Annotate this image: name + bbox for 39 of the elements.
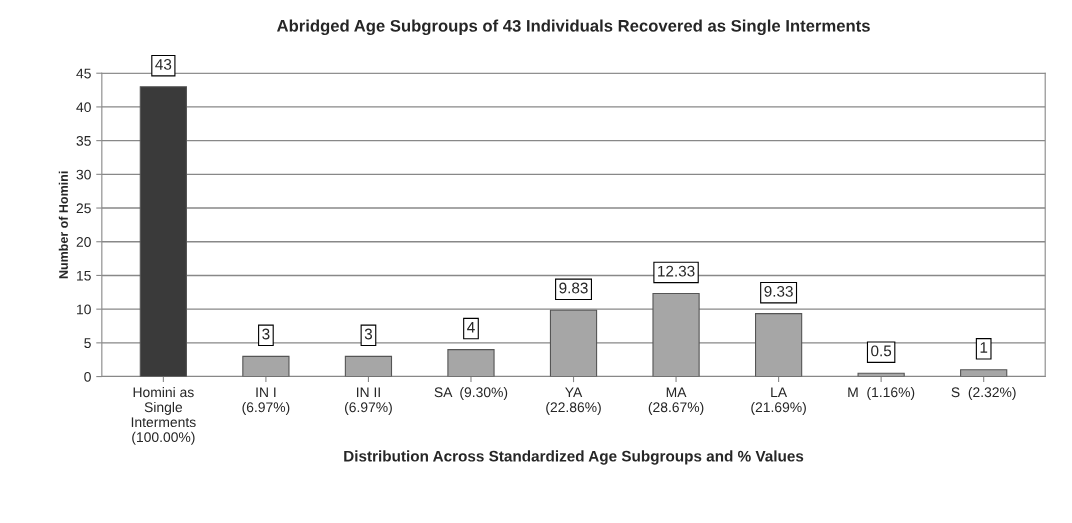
data-label: 9.83 [559,282,588,294]
bar [447,349,495,377]
x-tick-label: IN I (6.97%) [242,387,290,415]
y-tick-label: 25 [76,203,91,214]
data-label: 1 [980,342,988,353]
y-tick-label: 40 [76,102,91,113]
y-tick-label: 45 [76,68,91,79]
x-tick-label: LA (21.69%) [751,387,806,415]
bar [344,355,393,377]
x-tick-label: SA (9.30%) [434,386,508,400]
y-tick-label: 0 [84,371,91,382]
bar [754,313,803,377]
data-label: 0.5 [871,345,892,357]
bar [652,292,700,377]
x-tick-label: Homini as Single Interments (100.00%) [131,386,196,445]
x-tick-label: MA (28.67%) [648,387,704,415]
y-tick-label: 10 [77,304,91,315]
y-axis-title: Number of Homini [58,171,68,279]
bar [242,355,290,377]
data-label: 9.33 [764,285,793,297]
y-tick-label: 35 [76,135,91,146]
y-tick-label: 30 [76,169,91,180]
data-label: 4 [467,322,475,333]
x-tick-label: M (1.16%) [848,386,915,400]
y-tick-label: 20 [76,237,91,247]
y-tick-label: 15 [77,270,91,281]
bar [960,369,1008,377]
data-label: 3 [364,328,373,340]
data-label: 12.33 [658,265,695,277]
x-tick-label: YA (22.86%) [546,387,601,415]
y-tick-label: 5 [84,338,91,349]
x-tick-label: S (2.32%) [951,386,1016,400]
x-tick-label: IN II (6.97%) [344,387,392,415]
chart-title: Abridged Age Subgroups of 43 Individuals Recovered as Single Interments [276,19,870,36]
data-label: 43 [155,58,172,70]
x-axis-title: Distribution Across Standardized Age Subgroups and % Values [344,450,804,465]
data-label: 3 [262,328,270,340]
bar [549,309,598,377]
bar [139,86,187,377]
